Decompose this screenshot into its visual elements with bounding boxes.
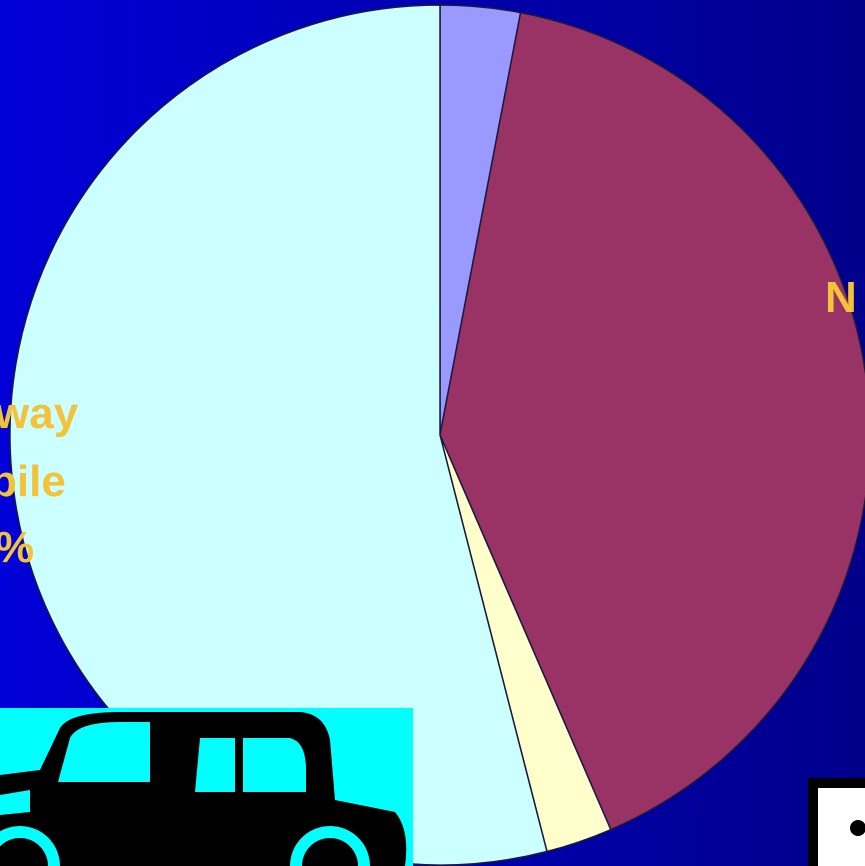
annotations: way bile% N [0,273,857,572]
slice-label: way [0,389,79,438]
corner-box [808,778,865,866]
slice-label: % [0,523,34,572]
pie [9,4,865,866]
slice-label: bile [0,457,66,506]
pie-slice [439,11,865,831]
slice-label: N [825,273,857,322]
car-clipart [0,708,413,866]
